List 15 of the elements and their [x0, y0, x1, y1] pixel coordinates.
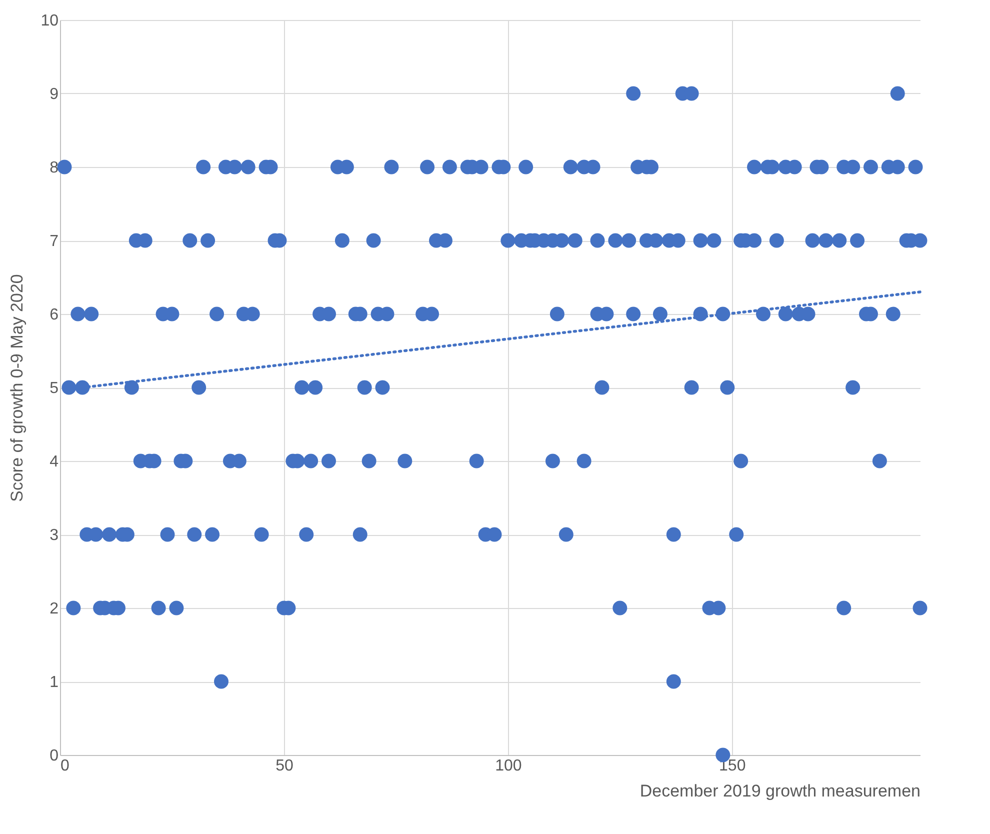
- x-tick-label: 50: [276, 758, 294, 774]
- y-tick-label: 7: [50, 233, 59, 250]
- x-tick-label: 100: [495, 758, 522, 774]
- y-tick-label: 1: [50, 674, 59, 691]
- x-tick-label: 0: [60, 758, 70, 774]
- y-tick-label: 2: [50, 600, 59, 618]
- y-tick-label: 10: [40, 12, 59, 30]
- y-tick-label: 5: [50, 380, 59, 397]
- x-axis-title: December 2019 growth measuremen: [640, 782, 920, 800]
- y-tick-label: 4: [50, 454, 59, 470]
- y-axis-title: Score of growth 0-9 May 2020: [8, 274, 27, 502]
- y-tick-label: 9: [50, 86, 59, 103]
- y-tick-label: 3: [50, 527, 59, 544]
- y-tick-label: 8: [50, 160, 59, 176]
- y-tick-label: 6: [50, 306, 59, 324]
